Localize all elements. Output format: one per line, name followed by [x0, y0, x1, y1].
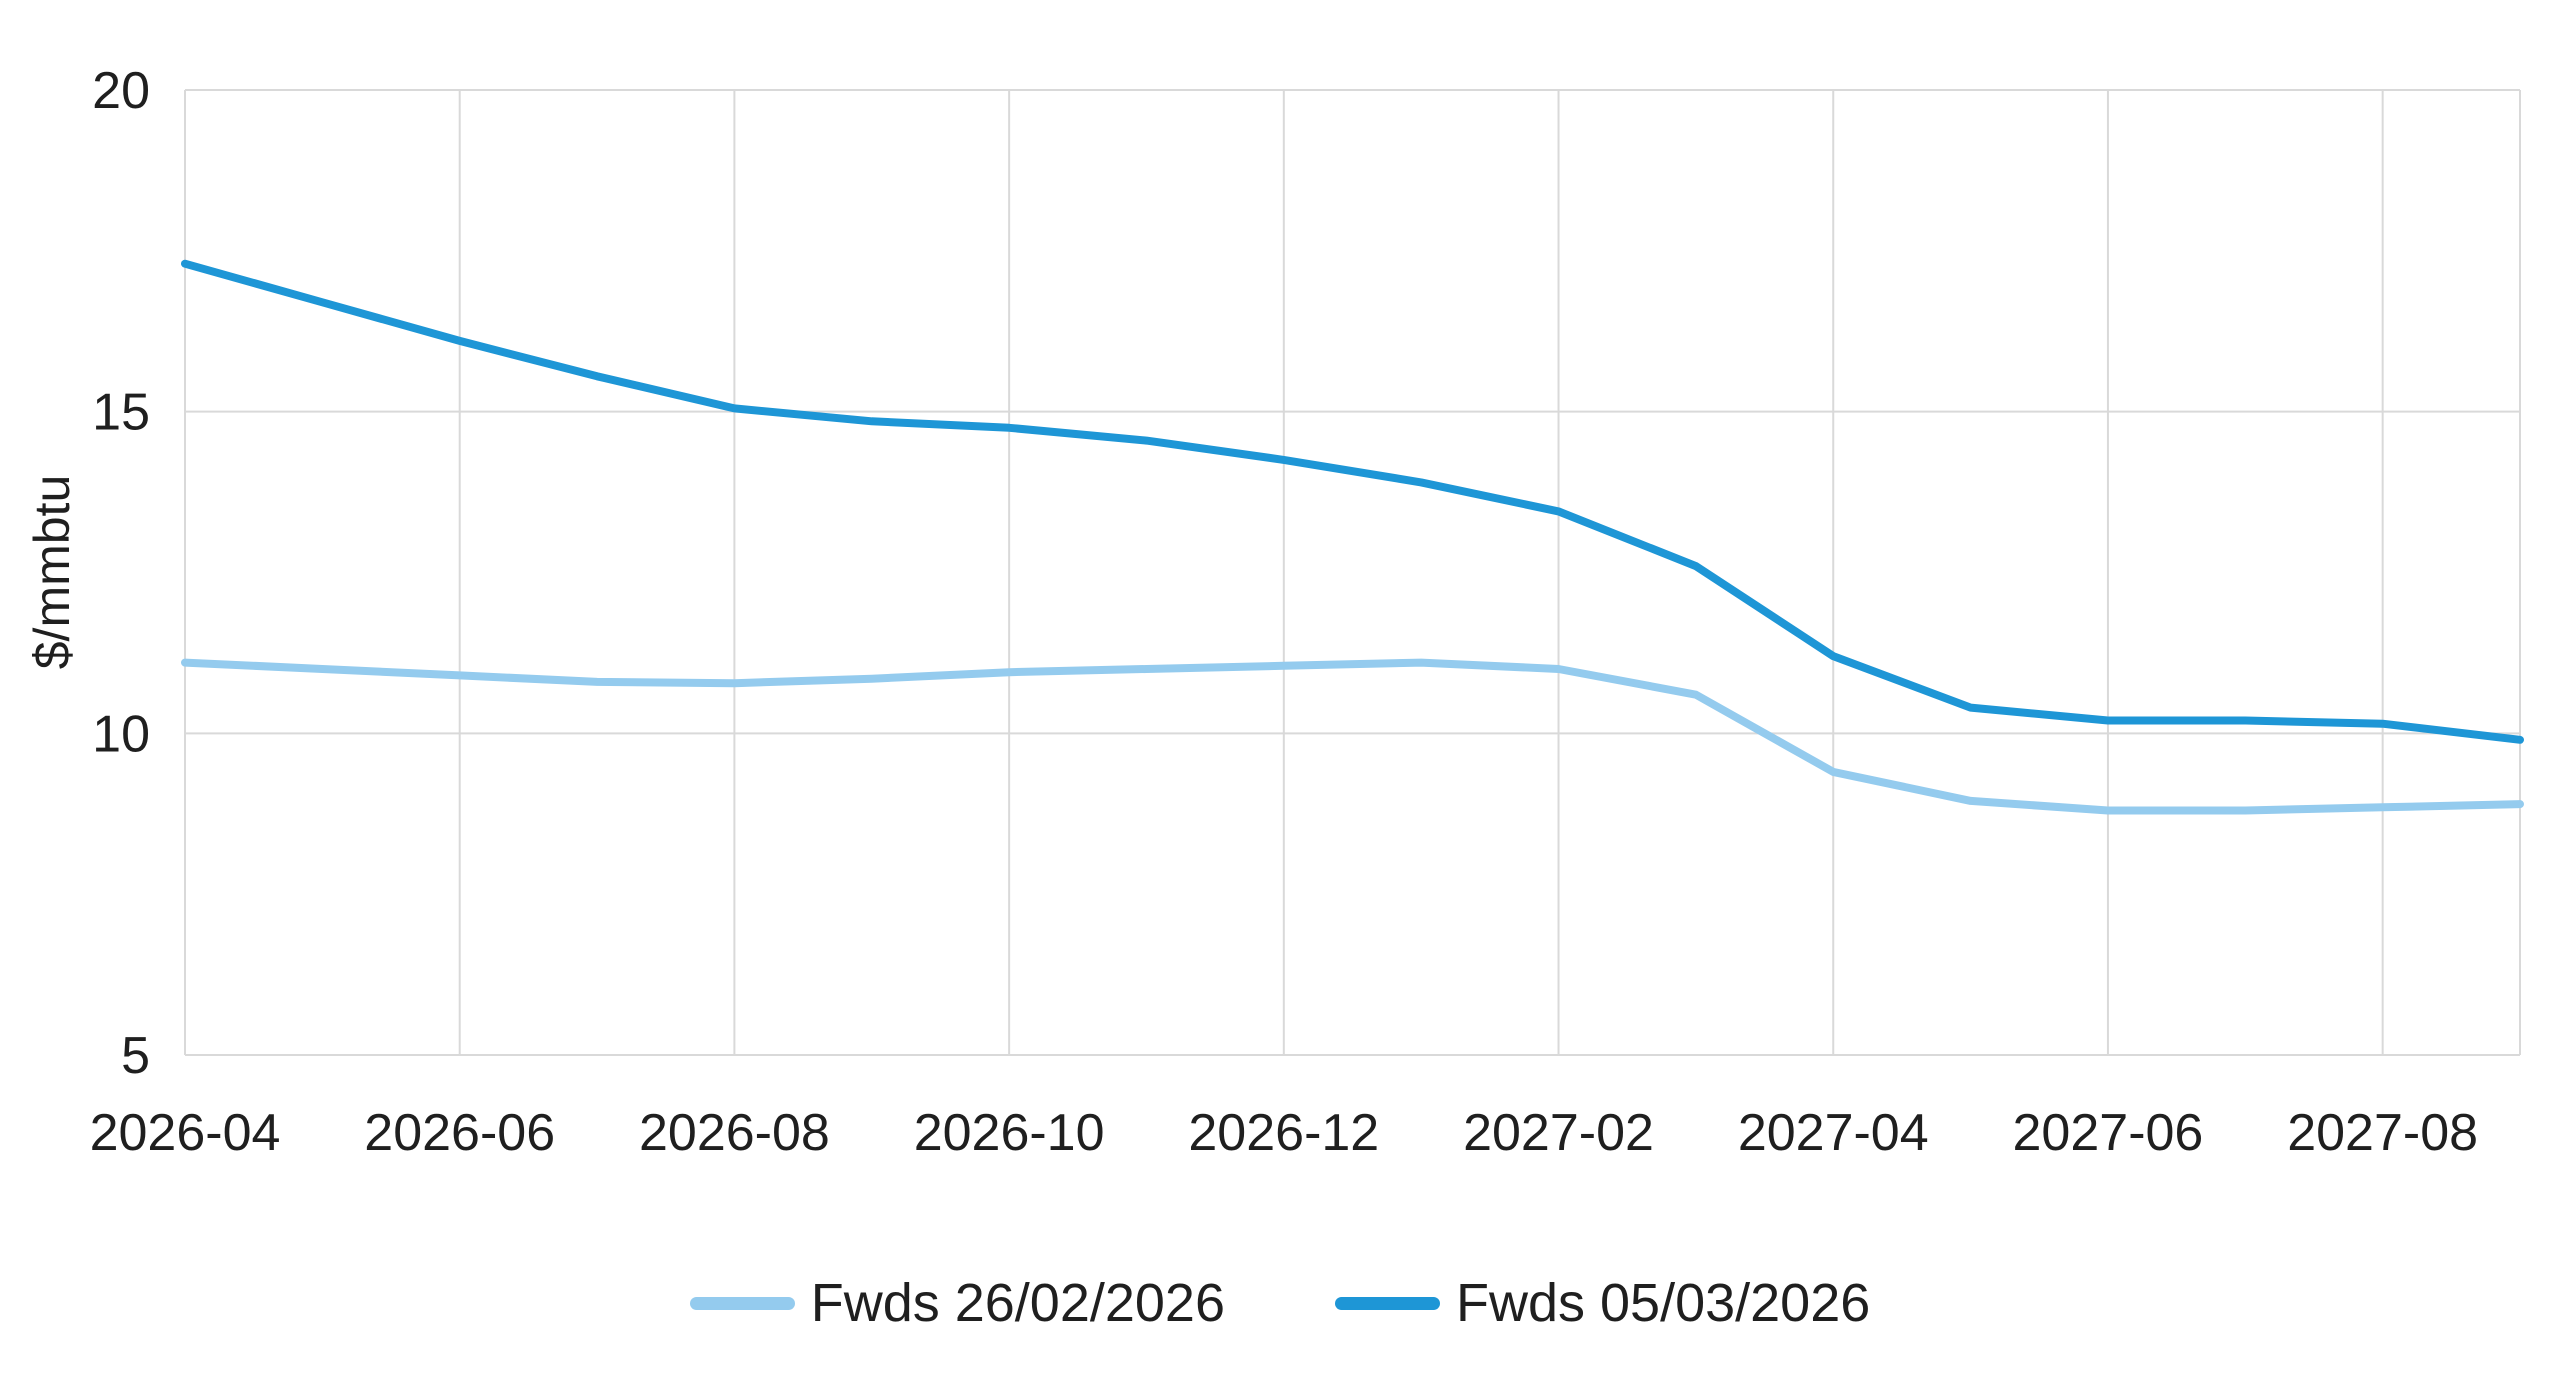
y-tick-label: 5: [121, 1027, 150, 1085]
x-tick-label: 2027-02: [1463, 1104, 1654, 1162]
x-tick-label: 2026-12: [1188, 1104, 1379, 1162]
legend-item-fwds-26-02-2026: Fwds 26/02/2026: [689, 1272, 1225, 1334]
legend-label: Fwds 26/02/2026: [810, 1273, 1225, 1333]
x-tick-label: 2026-06: [364, 1104, 555, 1162]
series-line-0: [181, 658, 2524, 815]
x-tick-label: 2027-04: [1738, 1104, 1929, 1162]
x-tick-label: 2027-06: [2013, 1104, 2204, 1162]
legend-swatch-dark-blue: [1335, 1296, 1440, 1310]
y-tick-label: 15: [92, 384, 150, 442]
y-tick-label: 20: [92, 62, 150, 120]
legend-item-fwds-05-03-2026: Fwds 05/03/2026: [1335, 1272, 1870, 1334]
x-tick-label: 2026-08: [639, 1104, 830, 1162]
legend-label: Fwds 05/03/2026: [1456, 1273, 1871, 1333]
x-tick-label: 2026-10: [914, 1104, 1105, 1162]
legend-swatch-light-blue: [689, 1296, 795, 1310]
x-tick-label: 2026-04: [90, 1104, 281, 1162]
y-axis-title: $/mmbtu: [24, 474, 80, 670]
series-line-1: [181, 259, 2524, 744]
chart-legend: Fwds 26/02/2026 Fwds 05/03/2026: [0, 1272, 2560, 1334]
x-tick-label: 2027-08: [2287, 1104, 2478, 1162]
y-tick-label: 10: [92, 705, 150, 763]
